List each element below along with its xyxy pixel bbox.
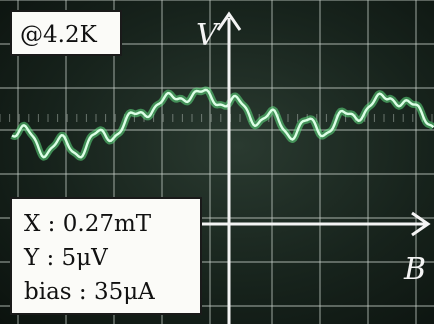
y-scale-label: Y : 5μV	[24, 245, 108, 271]
horizontal-axis-arrow	[202, 211, 431, 237]
vertical-axis-arrow	[216, 11, 242, 324]
signal-trace	[11, 88, 434, 159]
bias-label: bias : 35μA	[24, 279, 155, 305]
scale-info-box: X : 0.27mT Y : 5μV bias : 35μA	[10, 197, 202, 315]
x-scale-label: X : 0.27mT	[24, 211, 152, 237]
temperature-label: @4.2K	[20, 22, 97, 48]
field-axis-label: B	[404, 252, 427, 287]
signal-trace-glow	[10, 86, 434, 161]
voltage-axis-label: V	[196, 18, 218, 53]
temperature-label-box: @4.2K	[10, 10, 122, 56]
